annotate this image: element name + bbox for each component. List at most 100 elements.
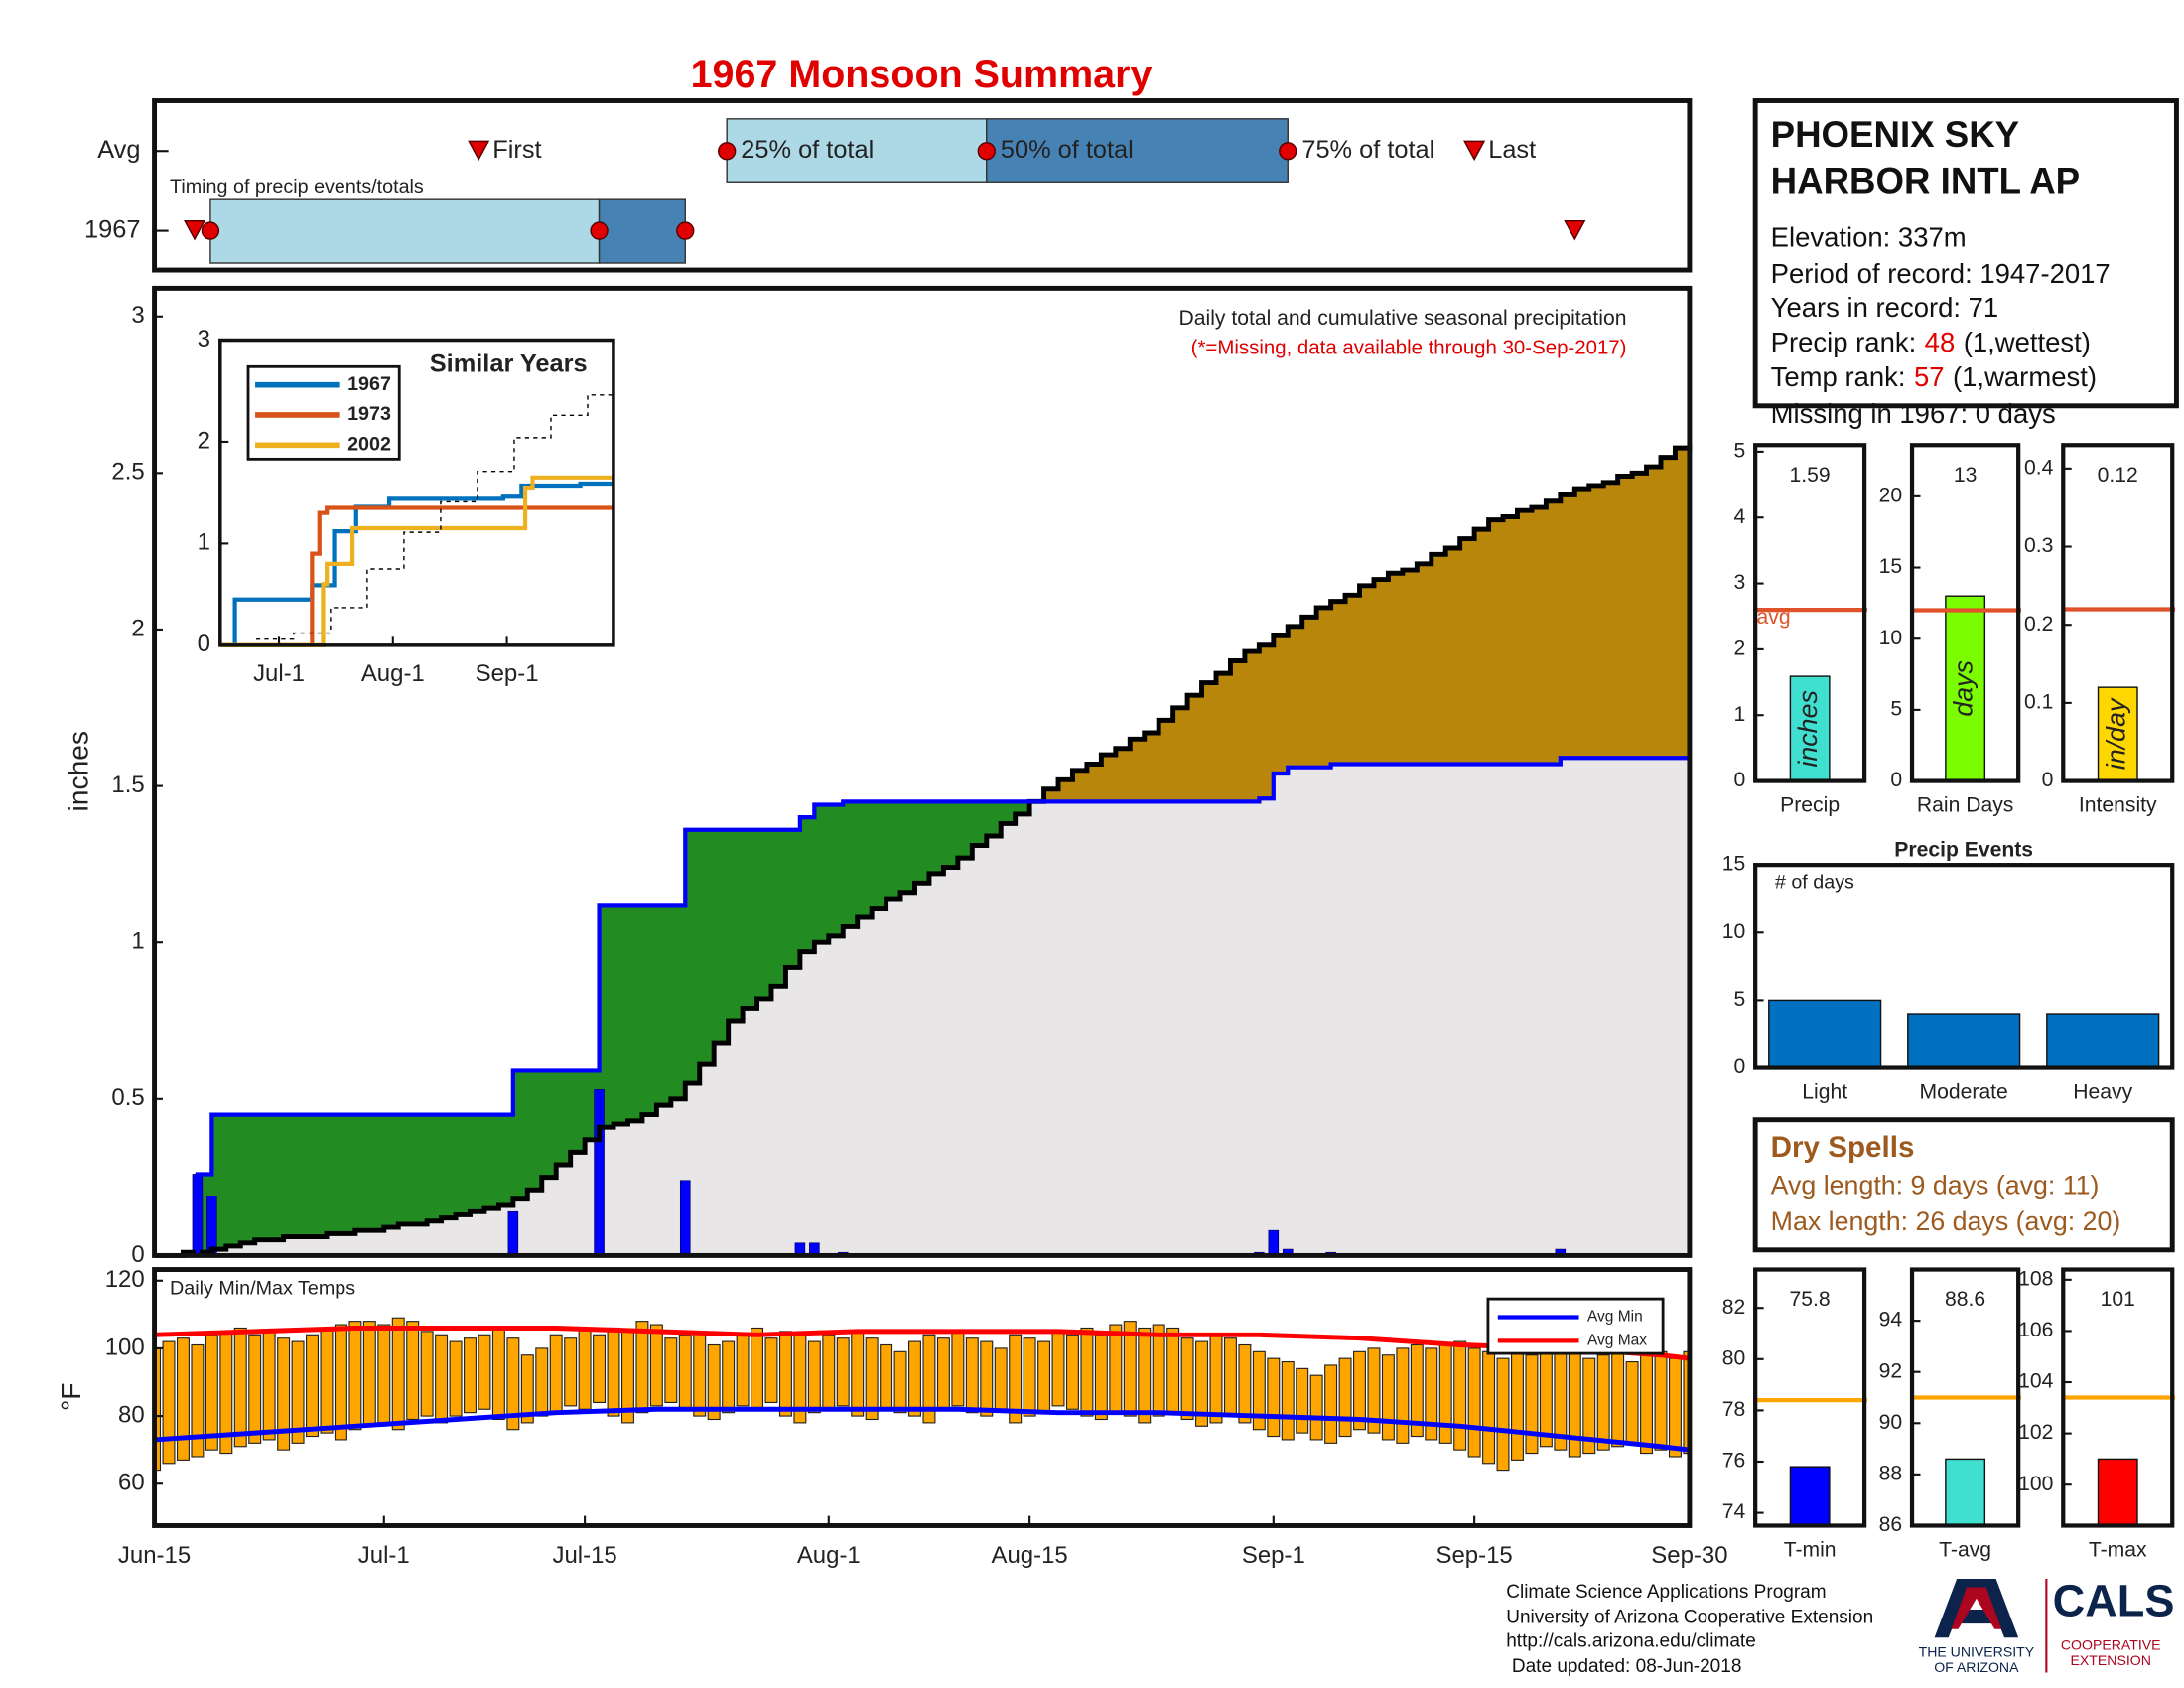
temp-range-bar xyxy=(334,1324,347,1441)
temp-range-bar xyxy=(1195,1340,1209,1427)
y-tick-label: 20 xyxy=(1879,484,1903,506)
legend-label: Avg Max xyxy=(1587,1333,1647,1349)
mini-frame xyxy=(1753,1267,1867,1528)
y-tick-label: 10 xyxy=(1722,920,1746,943)
temp-range-bar xyxy=(1267,1357,1281,1438)
bar-label: inches xyxy=(1793,690,1823,767)
cals-sub: COOPERATIVE xyxy=(2061,1636,2161,1652)
value-label: 101 xyxy=(2101,1288,2135,1311)
temp-range-bar xyxy=(535,1347,549,1417)
temp-range-bar xyxy=(1309,1374,1323,1441)
temp-range-bar xyxy=(578,1327,592,1410)
y-tick-label: 15 xyxy=(1879,555,1903,578)
x-axis-label: Rain Days xyxy=(1917,794,2013,817)
temp-range-bar xyxy=(362,1321,376,1427)
x-tick-label: Jul-15 xyxy=(552,1542,616,1569)
mini-bar xyxy=(2097,1458,2138,1527)
temp-range-bar xyxy=(965,1337,979,1414)
marker-triangle xyxy=(183,220,206,241)
legend-label: 2002 xyxy=(347,433,391,455)
temp-range-bar xyxy=(664,1337,678,1404)
y-tick-label: 60 xyxy=(118,1470,145,1496)
marker-label: Last xyxy=(1488,136,1536,164)
y-tick-label: 1 xyxy=(1734,703,1746,726)
temp-range-bar xyxy=(1511,1347,1524,1461)
temp-range-bar xyxy=(1252,1350,1266,1431)
value-label: 1.59 xyxy=(1790,464,1831,487)
y-tick-label: 1.5 xyxy=(111,772,144,798)
rank-value: 57 xyxy=(1914,361,1945,392)
temp-range-bar xyxy=(1453,1340,1467,1451)
temp-range-bar xyxy=(1238,1343,1252,1424)
logos: THE UNIVERSITY OF ARIZONA CALS COOPERATI… xyxy=(1919,1575,2175,1675)
marker-circle xyxy=(201,221,220,240)
temp-range-bar xyxy=(764,1337,778,1404)
y-tick-label: 74 xyxy=(1722,1500,1746,1523)
dry-spells-title: Dry Spells xyxy=(1771,1131,1915,1164)
cals-sub: EXTENSION xyxy=(2071,1652,2151,1668)
temp-range-bar xyxy=(1065,1334,1079,1410)
temp-range-bar xyxy=(1396,1347,1410,1444)
temp-range-bar xyxy=(807,1340,821,1414)
y-tick-label: 5 xyxy=(1734,988,1746,1011)
marker-circle xyxy=(977,142,996,161)
y-tick-label: 4 xyxy=(1734,505,1746,528)
y-tick-label: 3 xyxy=(198,326,210,352)
temp-range-bar xyxy=(1683,1350,1690,1455)
temp-range-bar xyxy=(951,1331,965,1407)
precip-rank: Precip rank: 48 (1,wettest) xyxy=(1771,327,2091,357)
credit-line: http://cals.arizona.edu/climate xyxy=(1506,1631,1756,1652)
temp-range-bar xyxy=(908,1340,921,1417)
temp-range-bar xyxy=(1338,1357,1352,1438)
ua-name: OF ARIZONA xyxy=(1934,1659,2019,1675)
y-tick-label: 104 xyxy=(2018,1370,2053,1393)
bar xyxy=(1768,999,1882,1069)
temp-range-bar xyxy=(1223,1337,1237,1417)
temp-range-bar xyxy=(1568,1350,1581,1458)
y-tick-label: 1 xyxy=(198,529,210,556)
mini-frame xyxy=(2061,1267,2175,1528)
marker-circle xyxy=(718,142,737,161)
rank-value: 48 xyxy=(1925,327,1956,357)
temp-range-bar xyxy=(880,1343,893,1410)
station-title: HARBOR INTL AP xyxy=(1771,160,2080,201)
rank-label: Precip rank: xyxy=(1771,327,1917,357)
temp-range-bar xyxy=(1123,1321,1137,1417)
average-line xyxy=(219,381,614,646)
temp-range-bar xyxy=(233,1327,247,1448)
row-label: 1967 xyxy=(84,215,140,243)
temp-range-bar xyxy=(1009,1334,1023,1424)
temp-range-bar xyxy=(262,1331,276,1441)
y-tick-label: 15 xyxy=(1722,853,1746,876)
marker-label: 75% of total xyxy=(1301,136,1434,164)
temp-range-bar xyxy=(936,1337,950,1410)
temp-range-bar xyxy=(1582,1357,1596,1455)
temp-range-bar xyxy=(248,1334,262,1444)
x-tick-label: Sep-1 xyxy=(476,660,539,687)
area-common xyxy=(154,758,1690,1256)
mini-bar xyxy=(2097,686,2138,782)
rank-note: (1,wettest) xyxy=(1964,327,2091,357)
temp-range-bar xyxy=(1410,1343,1424,1438)
x-tick-label: Sep-15 xyxy=(1436,1542,1513,1569)
bar-label: days xyxy=(1949,660,1979,717)
annotation: (*=Missing, data available through 30-Se… xyxy=(1191,337,1627,358)
value-label: 13 xyxy=(1954,464,1977,487)
temp-range-bar xyxy=(391,1317,405,1431)
bar xyxy=(1907,1013,2021,1069)
bar-label: in/day xyxy=(2101,697,2130,770)
temp-range-bar xyxy=(291,1340,305,1444)
y-tick-label: 5 xyxy=(1734,439,1746,462)
dry-spells-frame xyxy=(1752,1117,2175,1253)
x-tick-label: Aug-1 xyxy=(797,1542,861,1569)
y-tick-label: 86 xyxy=(1879,1513,1903,1536)
y-tick-label: 0 xyxy=(198,631,210,657)
temp-range-bar xyxy=(778,1331,792,1417)
temp-range-bar xyxy=(607,1327,620,1417)
mini-frame xyxy=(1753,443,1867,783)
station-title: PHOENIX SKY xyxy=(1771,114,2019,155)
temp-range-bar xyxy=(1467,1347,1481,1458)
temp-range-bar xyxy=(1296,1367,1309,1434)
mini-frame xyxy=(1909,1267,2021,1528)
temp-range-bar xyxy=(464,1337,477,1414)
